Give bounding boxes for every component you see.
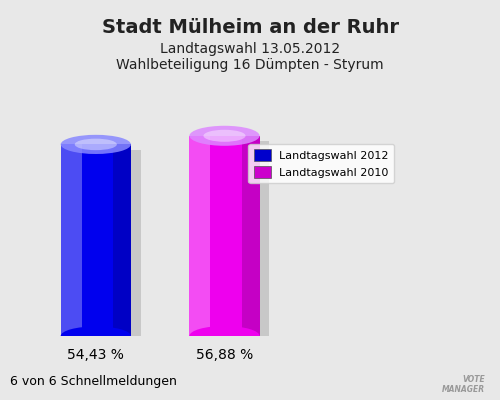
Bar [190,136,260,336]
Bar [190,136,210,336]
Text: 56,88 %: 56,88 % [196,348,253,362]
Ellipse shape [60,135,131,154]
Text: 6 von 6 Schnellmeldungen: 6 von 6 Schnellmeldungen [10,375,177,388]
Text: Wahlbeteiligung 16 Dümpten - Styrum: Wahlbeteiligung 16 Dümpten - Styrum [116,58,384,72]
Polygon shape [199,141,270,341]
Text: Landtagswahl 13.05.2012: Landtagswahl 13.05.2012 [160,42,340,56]
Ellipse shape [74,139,117,150]
Polygon shape [70,150,140,341]
Bar [60,144,131,336]
Ellipse shape [199,333,270,349]
Ellipse shape [190,126,260,146]
Text: Stadt Mülheim an der Ruhr: Stadt Mülheim an der Ruhr [102,18,399,37]
Legend: Landtagswahl 2012, Landtagswahl 2010: Landtagswahl 2012, Landtagswahl 2010 [248,144,394,183]
Ellipse shape [70,334,140,349]
Ellipse shape [204,130,246,142]
Ellipse shape [60,326,131,346]
Bar [242,136,260,336]
Ellipse shape [190,326,260,346]
Text: 54,43 %: 54,43 % [68,348,124,362]
Bar [114,144,131,336]
Bar [60,144,82,336]
Text: VOTE
MANAGER: VOTE MANAGER [442,374,485,394]
